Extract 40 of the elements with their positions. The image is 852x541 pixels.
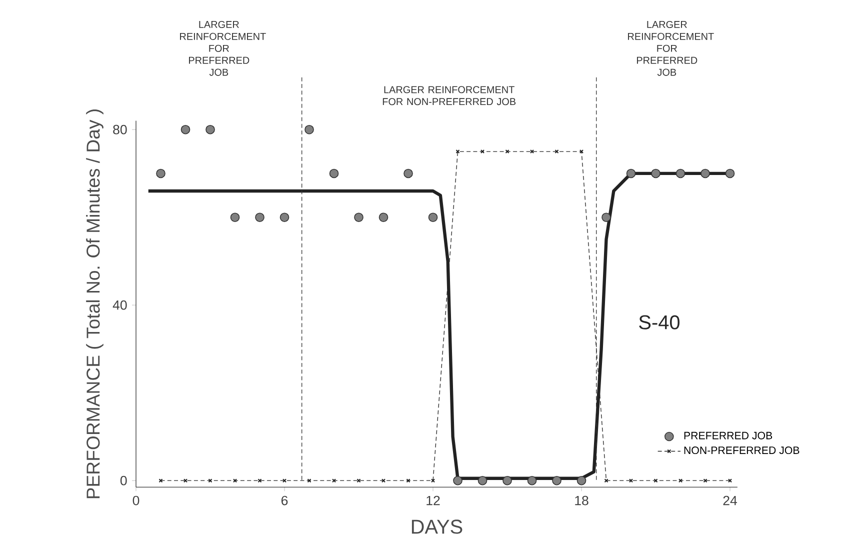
point [576, 476, 586, 486]
y-axis-title: PERFORMANCE ( Total No. Of Minutes / Day ) [86, 110, 104, 498]
point [651, 168, 660, 178]
legend-label: NON-PREFERRED JOB [684, 446, 800, 454]
point [280, 212, 290, 222]
point [453, 476, 462, 486]
x-tick-label: 24 [723, 496, 738, 506]
point [354, 212, 364, 222]
text: LARGER REINFORCEMENT FOR PREFERRED JOB [628, 20, 714, 76]
point [602, 212, 611, 222]
text: LARGER REINFORCEMENT FOR NON-PREFERRED JOB [382, 86, 516, 106]
point [329, 168, 339, 178]
legend-label: PREFERRED JOB [684, 432, 772, 440]
y-tick-label: 0 [120, 476, 127, 486]
point [700, 168, 710, 178]
point [206, 124, 215, 134]
x-tick-label: 0 [132, 496, 140, 506]
point [527, 476, 537, 486]
point [626, 168, 636, 178]
point [378, 212, 388, 222]
point [478, 476, 488, 486]
point [156, 168, 166, 178]
y-tick-label: 80 [113, 124, 127, 134]
point [230, 212, 240, 222]
point [676, 168, 686, 178]
y-tick-label: 40 [112, 300, 127, 310]
point [255, 212, 264, 222]
point [428, 212, 438, 222]
point [180, 124, 190, 134]
point [404, 168, 413, 178]
x-tick-label: 12 [426, 496, 440, 506]
point [502, 476, 512, 486]
x-tick-label: 6 [281, 496, 288, 506]
x-axis-title: DAYS [412, 520, 462, 534]
x-tick-label: 18 [575, 496, 588, 506]
text: LARGER REINFORCEMENT FOR PREFERRED JOB [180, 20, 266, 76]
point [304, 124, 314, 134]
point [552, 476, 562, 486]
annotation: S-40 [639, 315, 680, 330]
point [725, 168, 735, 178]
